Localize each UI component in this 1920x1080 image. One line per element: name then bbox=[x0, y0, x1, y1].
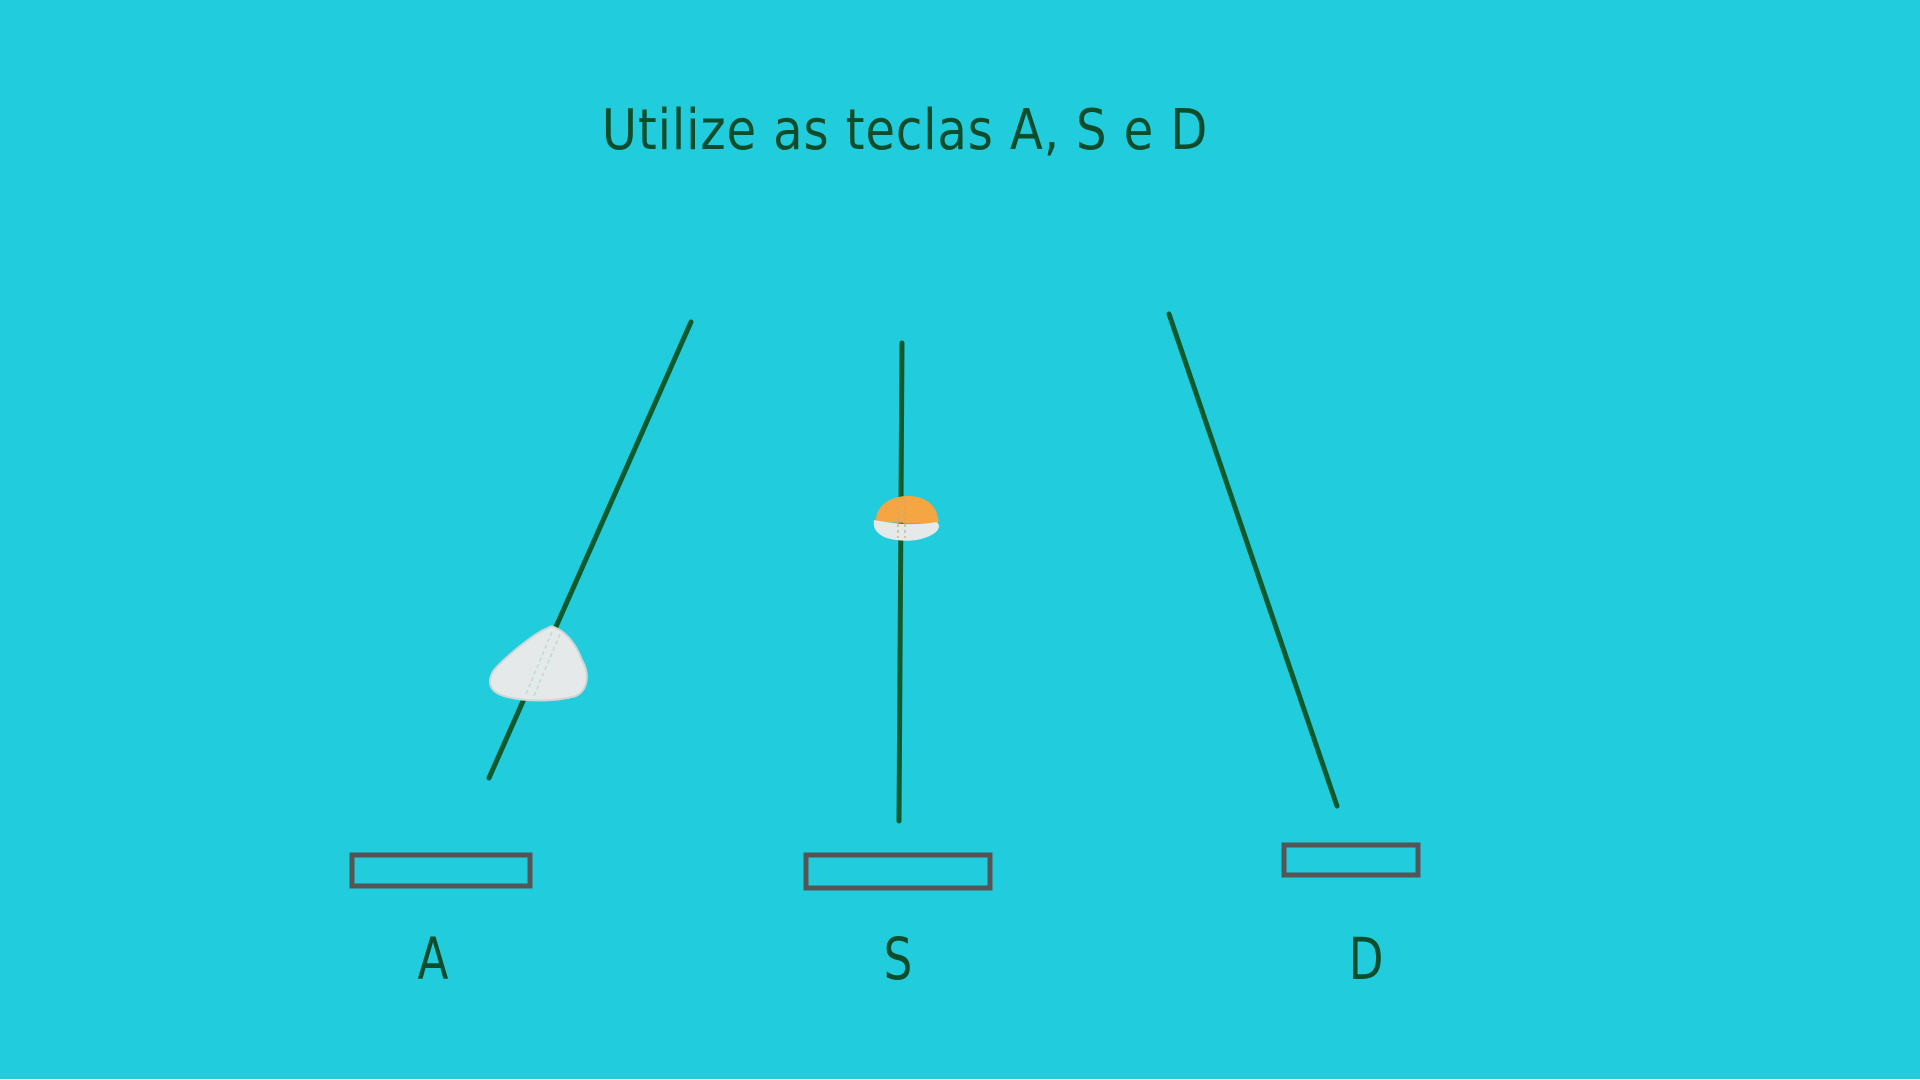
hit-pad-d[interactable] bbox=[1281, 842, 1421, 878]
key-label-d: D bbox=[1348, 925, 1384, 993]
falling-note-orange bbox=[873, 496, 939, 541]
instructions-title: Utilize as teclas A, S e D bbox=[601, 98, 1209, 163]
hit-pad-a[interactable] bbox=[349, 852, 533, 889]
key-label-s: S bbox=[883, 925, 913, 993]
track-line-d bbox=[1166, 311, 1340, 809]
falling-note-white bbox=[488, 625, 588, 702]
key-label-a: A bbox=[417, 925, 449, 993]
track-line-a bbox=[486, 319, 694, 781]
track-line-s bbox=[896, 340, 905, 824]
hit-pad-s[interactable] bbox=[803, 852, 993, 891]
